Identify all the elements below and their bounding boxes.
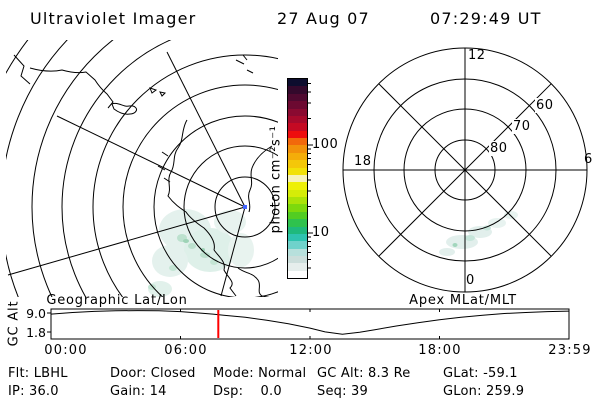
mlt-label-6: 6 (584, 152, 593, 167)
colorbar-band (288, 256, 307, 264)
colorbar-band (288, 189, 307, 197)
mlt-label-0: 0 (466, 273, 475, 288)
time-label: 07:29:49 UT (430, 9, 542, 28)
colorbar-band (288, 145, 307, 153)
colorbar-band (288, 93, 307, 102)
colorbar-band (288, 130, 307, 138)
dial-caption: Apex MLat/MLT (409, 293, 517, 308)
colorbar-tick-10: 10 (312, 225, 330, 240)
mlat-label-80: 80 (489, 141, 509, 156)
status-gcalt: GC Alt: 8.3 Re (317, 366, 411, 381)
aurora-emission-dial (439, 211, 518, 256)
status-dsp: Dsp: 0.0 (213, 384, 282, 399)
colorbar-band (288, 86, 307, 94)
strip-xtick-0000: 00:00 (44, 343, 88, 358)
colorbar-band (288, 226, 307, 234)
status-flt: Flt: LBHL (8, 366, 68, 381)
status-gain: Gain: 14 (110, 384, 167, 399)
colorbar-band (288, 123, 307, 131)
strip-ylabel: GC Alt (6, 300, 22, 347)
mlt-spokes (343, 48, 587, 292)
colorbar-band (288, 79, 307, 87)
coastlines (14, 55, 272, 297)
status-ip: IP: 36.0 (8, 384, 59, 399)
lat-lon-grid (6, 40, 278, 297)
colorbar-band (288, 138, 307, 146)
status-door: Door: Closed (110, 366, 196, 381)
colorbar-band (288, 152, 307, 161)
mlt-label-18: 18 (354, 154, 372, 169)
strip-xtick-0600: 06:00 (164, 343, 208, 358)
colorbar-units-label: photon cm⁻²s⁻¹ (268, 125, 284, 234)
colorbar-band (288, 182, 307, 190)
colorbar-band (288, 174, 307, 183)
strip-ytick-9: 9.0 (26, 306, 46, 321)
colorbar (287, 78, 308, 279)
colorbar-band (288, 233, 307, 242)
colorbar-band (288, 263, 307, 271)
status-glon: GLon: 259.9 (443, 384, 525, 399)
status-mode: Mode: Normal (213, 366, 307, 381)
colorbar-band (288, 101, 307, 109)
subsatellite-point-marker (243, 205, 247, 209)
colorbar-band (288, 241, 307, 249)
map-caption: Geographic Lat/Lon (46, 293, 188, 308)
colorbar-band (288, 270, 307, 279)
colorbar-band (288, 248, 307, 256)
mlt-label-12: 12 (468, 48, 486, 63)
colorbar-band (288, 115, 307, 124)
colorbar-band (288, 219, 307, 227)
colorbar-tick-100: 100 (312, 137, 339, 152)
colorbar-band (288, 211, 307, 220)
strip-frame (47, 308, 570, 340)
colorbar-band (288, 108, 307, 116)
mlat-label-60: 60 (535, 98, 555, 113)
colorbar-band (288, 167, 307, 175)
date-label: 27 Aug 07 (277, 9, 370, 28)
colorbar-band (288, 197, 307, 205)
strip-ytick-1.8: 1.8 (26, 325, 46, 340)
status-seq: Seq: 39 (317, 384, 368, 399)
strip-xtick-1800: 18:00 (418, 343, 462, 358)
gc-alt-curve (51, 311, 569, 335)
status-glat: GLat: -59.1 (443, 366, 518, 381)
geographic-map-panel (6, 40, 278, 297)
colorbar-band (288, 160, 307, 168)
strip-xtick-1200: 12:00 (289, 343, 333, 358)
strip-xtick-2359: 23:59 (548, 343, 592, 358)
colorbar-band (288, 204, 307, 212)
page-title: Ultraviolet Imager (30, 9, 197, 28)
mlat-label-70: 70 (512, 119, 532, 134)
